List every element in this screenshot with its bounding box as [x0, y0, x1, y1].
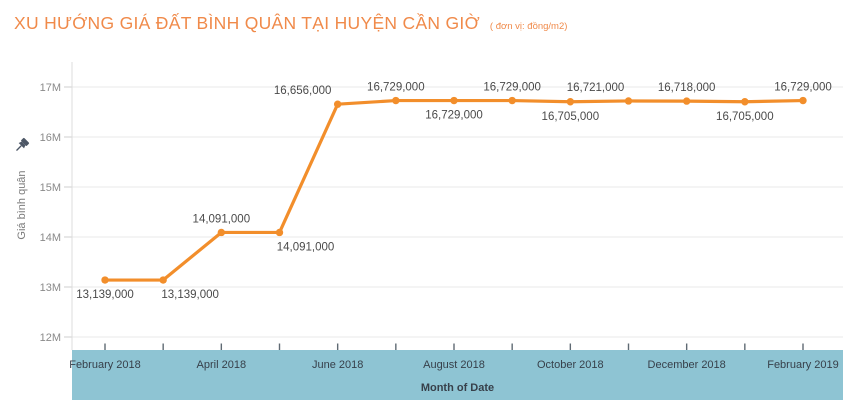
data-point-label: 16,729,000 — [367, 82, 425, 94]
x-tick-label: February 2019 — [767, 359, 839, 371]
y-tick-label: 13M — [40, 282, 61, 294]
y-tick-label: 17M — [40, 82, 61, 94]
x-tick-label: October 2018 — [537, 359, 604, 371]
data-point-label: 16,729,000 — [483, 82, 541, 94]
data-point[interactable] — [275, 228, 284, 237]
data-point-label: 16,705,000 — [542, 111, 600, 123]
data-point[interactable] — [217, 228, 226, 237]
data-point[interactable] — [101, 276, 109, 284]
data-point[interactable] — [682, 97, 691, 105]
y-axis-title: Giá bình quân — [16, 170, 28, 239]
data-point[interactable] — [741, 98, 749, 106]
data-point-label: 16,705,000 — [716, 111, 774, 123]
data-point-label: 14,091,000 — [193, 213, 251, 225]
data-point-label: 13,139,000 — [76, 289, 134, 301]
data-point-label: 14,091,000 — [277, 241, 335, 253]
data-point-label: 16,656,000 — [274, 85, 332, 97]
data-point[interactable] — [450, 96, 458, 105]
data-point-label: 16,721,000 — [567, 82, 625, 94]
data-point[interactable] — [392, 96, 400, 105]
x-tick-label: June 2018 — [312, 359, 363, 371]
chart-title: XU HƯỚNG GIÁ ĐẤT BÌNH QUÂN TẠI HUYỆN CẦN… — [14, 13, 480, 33]
data-point[interactable] — [508, 96, 516, 105]
y-tick-label: 14M — [40, 232, 61, 244]
x-tick-label: December 2018 — [648, 359, 726, 371]
x-tick-label: August 2018 — [423, 359, 485, 371]
x-tick-label: February 2018 — [69, 359, 141, 371]
data-point[interactable] — [333, 100, 342, 108]
x-axis-band — [72, 350, 843, 400]
data-point[interactable] — [799, 96, 807, 105]
trend-line[interactable] — [103, 98, 805, 282]
chart-header: XU HƯỚNG GIÁ ĐẤT BÌNH QUÂN TẠI HUYỆN CẦN… — [14, 13, 567, 34]
data-point[interactable] — [624, 97, 633, 105]
data-point[interactable] — [566, 98, 575, 106]
data-point-label: 16,729,000 — [425, 110, 483, 122]
x-axis-title: Month of Date — [421, 382, 494, 394]
y-tick-label: 16M — [40, 132, 61, 144]
x-tick-label: April 2018 — [197, 359, 247, 371]
data-point-label: 16,729,000 — [774, 82, 832, 94]
pin-icon — [16, 137, 30, 151]
y-tick-label: 12M — [40, 332, 61, 344]
chart-unit-note: ( đơn vị: đồng/m2) — [489, 21, 568, 32]
data-point-label: 13,139,000 — [161, 289, 219, 301]
data-point[interactable] — [159, 276, 167, 284]
y-tick-label: 15M — [40, 182, 61, 194]
data-point-label: 16,718,000 — [658, 82, 716, 94]
